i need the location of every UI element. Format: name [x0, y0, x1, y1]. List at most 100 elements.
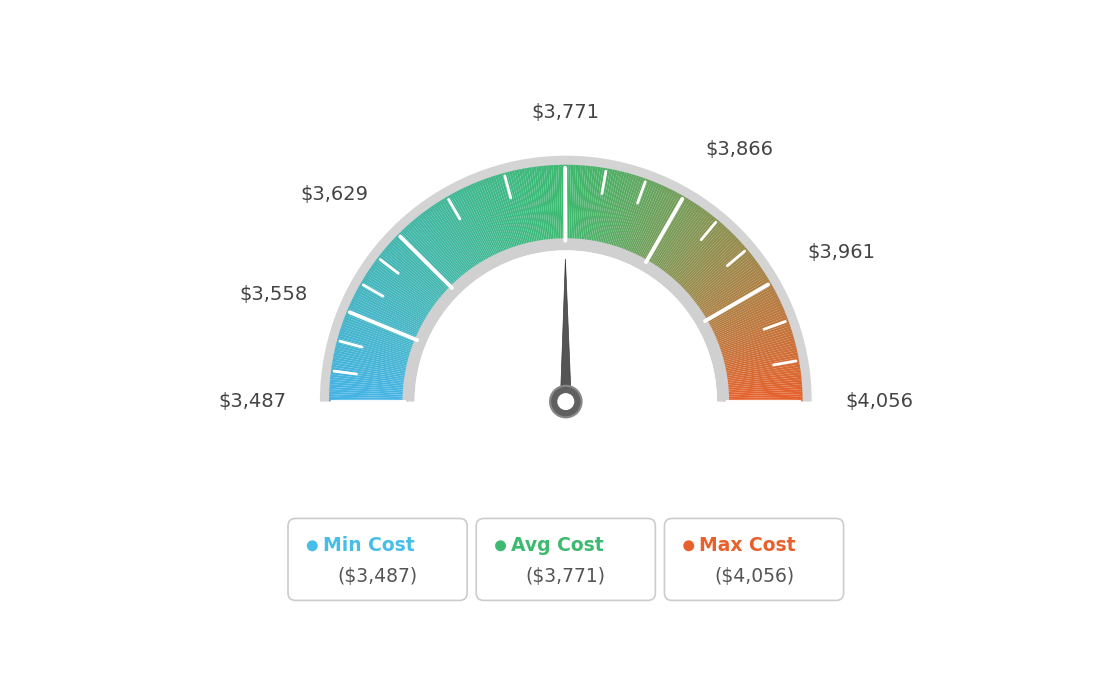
Wedge shape	[687, 248, 749, 301]
Wedge shape	[595, 169, 613, 247]
Wedge shape	[335, 350, 412, 368]
Wedge shape	[426, 208, 475, 274]
Wedge shape	[320, 156, 811, 402]
Wedge shape	[435, 203, 480, 270]
Wedge shape	[648, 199, 691, 268]
Wedge shape	[428, 207, 476, 273]
Wedge shape	[686, 247, 746, 299]
Wedge shape	[723, 389, 803, 395]
Wedge shape	[340, 328, 415, 355]
Wedge shape	[649, 200, 692, 268]
Wedge shape	[630, 185, 665, 258]
Wedge shape	[712, 315, 787, 345]
Polygon shape	[561, 259, 571, 414]
Wedge shape	[332, 359, 411, 375]
Wedge shape	[331, 367, 410, 380]
Wedge shape	[616, 177, 644, 253]
Wedge shape	[529, 167, 543, 246]
Wedge shape	[533, 167, 546, 245]
Wedge shape	[418, 215, 469, 278]
Wedge shape	[639, 192, 678, 262]
Wedge shape	[660, 211, 709, 276]
Wedge shape	[707, 294, 778, 331]
Wedge shape	[722, 369, 800, 382]
Wedge shape	[690, 257, 754, 306]
Wedge shape	[641, 194, 682, 264]
Wedge shape	[605, 172, 627, 249]
Wedge shape	[699, 275, 767, 318]
Wedge shape	[631, 186, 667, 259]
Wedge shape	[380, 253, 443, 304]
Wedge shape	[624, 181, 656, 255]
Wedge shape	[698, 270, 764, 315]
Text: $3,558: $3,558	[240, 286, 308, 304]
Wedge shape	[332, 362, 411, 377]
Wedge shape	[502, 172, 524, 250]
Wedge shape	[582, 166, 593, 245]
Wedge shape	[399, 233, 455, 290]
Wedge shape	[329, 384, 408, 392]
Wedge shape	[338, 335, 414, 359]
Wedge shape	[681, 239, 740, 295]
Wedge shape	[365, 273, 434, 317]
Wedge shape	[390, 241, 449, 296]
Wedge shape	[382, 250, 444, 302]
Wedge shape	[721, 357, 799, 373]
Wedge shape	[329, 386, 408, 393]
Wedge shape	[363, 277, 432, 319]
Wedge shape	[352, 296, 424, 333]
Wedge shape	[723, 382, 802, 390]
Wedge shape	[443, 198, 486, 266]
Wedge shape	[413, 219, 465, 281]
Wedge shape	[339, 333, 415, 357]
Wedge shape	[721, 355, 798, 372]
Wedge shape	[329, 392, 408, 397]
Wedge shape	[683, 243, 743, 297]
Wedge shape	[714, 322, 789, 350]
Wedge shape	[531, 167, 544, 246]
Wedge shape	[343, 317, 418, 346]
Wedge shape	[330, 377, 408, 386]
Wedge shape	[369, 268, 435, 314]
Wedge shape	[719, 343, 796, 364]
Wedge shape	[661, 213, 711, 277]
Wedge shape	[608, 173, 631, 250]
Wedge shape	[723, 375, 802, 385]
Wedge shape	[350, 301, 423, 336]
Text: Avg Cost: Avg Cost	[511, 536, 604, 555]
Wedge shape	[689, 253, 752, 304]
Wedge shape	[519, 169, 537, 247]
Wedge shape	[415, 250, 716, 428]
Wedge shape	[460, 188, 497, 260]
Circle shape	[495, 540, 506, 551]
Wedge shape	[713, 317, 788, 346]
Wedge shape	[723, 386, 803, 393]
Wedge shape	[704, 288, 775, 327]
Wedge shape	[635, 188, 671, 260]
Wedge shape	[507, 172, 528, 248]
Wedge shape	[696, 266, 762, 313]
Text: ($3,487): ($3,487)	[338, 566, 417, 586]
Wedge shape	[559, 165, 563, 244]
Wedge shape	[383, 248, 445, 301]
Wedge shape	[716, 333, 793, 357]
Wedge shape	[486, 178, 513, 253]
Wedge shape	[675, 230, 732, 289]
Wedge shape	[357, 288, 427, 327]
Wedge shape	[340, 326, 416, 353]
Wedge shape	[362, 279, 431, 322]
Wedge shape	[343, 319, 417, 348]
Wedge shape	[723, 380, 802, 388]
Wedge shape	[702, 281, 771, 323]
Wedge shape	[330, 382, 408, 390]
Wedge shape	[587, 167, 601, 246]
Wedge shape	[350, 303, 422, 337]
Wedge shape	[415, 217, 467, 280]
Wedge shape	[514, 170, 533, 248]
Wedge shape	[395, 236, 453, 293]
Wedge shape	[723, 397, 803, 400]
Wedge shape	[551, 165, 558, 244]
Text: ($4,056): ($4,056)	[714, 566, 794, 586]
Wedge shape	[602, 171, 623, 248]
Wedge shape	[722, 364, 800, 379]
